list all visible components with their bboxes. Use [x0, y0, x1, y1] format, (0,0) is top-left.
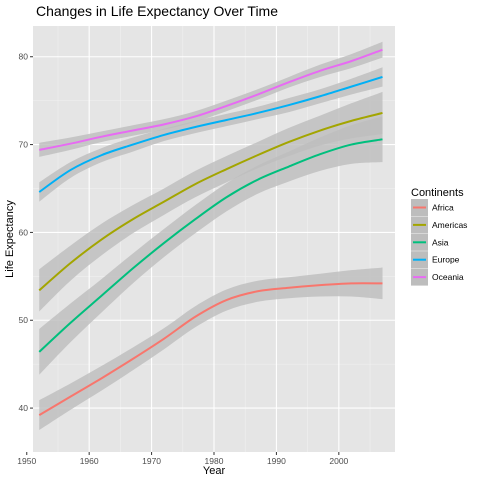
x-axis: 1950 1960 1970 1980 1990 2000 [17, 452, 349, 466]
legend-label-asia: Asia [432, 237, 449, 247]
line-oceania [39, 48, 383, 151]
x-tick-label: 1970 [142, 456, 161, 466]
legend-label-americas: Americas [432, 220, 467, 230]
legend: Continents Africa Americas Asia Europe Ocean… [411, 187, 467, 286]
y-axis: 40 50 60 70 80 [19, 52, 33, 413]
ribbon-europe [39, 67, 383, 202]
y-tick-label: 50 [19, 315, 29, 325]
y-tick-label: 60 [19, 227, 29, 237]
series-lines [38, 48, 383, 416]
legend-label-europe: Europe [432, 255, 460, 265]
ribbon-oceania [39, 41, 383, 157]
x-tick-label: 1980 [205, 456, 224, 466]
line-africa [38, 282, 383, 416]
x-axis-title: Year [203, 465, 226, 477]
legend-title: Continents [411, 187, 464, 199]
x-tick-label: 1990 [267, 456, 286, 466]
legend-label-africa: Africa [432, 203, 454, 213]
y-axis-title: Life Expectancy [4, 200, 16, 278]
x-tick-label: 2000 [329, 456, 348, 466]
line-americas [38, 111, 383, 292]
y-tick-label: 80 [19, 52, 29, 62]
line-europe [38, 75, 383, 193]
x-tick-label: 1960 [80, 456, 99, 466]
y-tick-label: 40 [19, 403, 29, 413]
y-tick-label: 70 [19, 140, 29, 150]
legend-label-oceania: Oceania [432, 272, 464, 282]
x-tick-label: 1950 [17, 456, 36, 466]
line-asia [38, 138, 383, 353]
ribbon-asia [39, 116, 383, 375]
chart-title: Changes in Life Expectancy Over Time [36, 3, 278, 19]
ribbon-americas [39, 91, 383, 312]
